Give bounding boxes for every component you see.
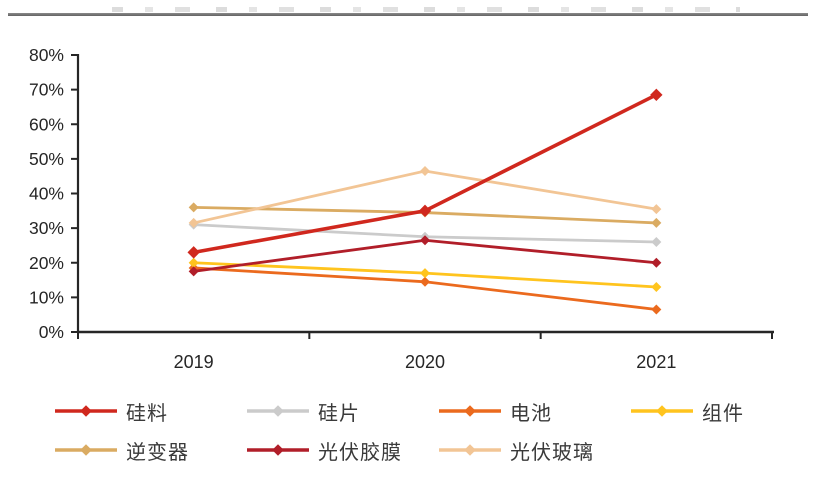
legend-line-diamond-icon (439, 405, 501, 417)
data-point-diamond-icon (651, 257, 662, 268)
legend-line-diamond-icon (439, 444, 501, 456)
y-tick-label: 60% (29, 114, 64, 134)
data-point-diamond-icon (651, 204, 662, 215)
legend-label-module: 组件 (702, 402, 744, 425)
legend-line-diamond-icon (55, 405, 117, 417)
series-pv-glass (188, 165, 662, 228)
legend-item-wafer: 硅片 (247, 397, 439, 426)
legend-row: 逆变器 光伏胶膜 光伏玻璃 (55, 435, 815, 465)
legend-label-eva-film: 光伏胶膜 (318, 441, 402, 464)
data-point-diamond-icon (651, 304, 662, 315)
legend-label-polysilicon: 硅料 (126, 402, 168, 425)
data-point-diamond-icon (650, 88, 663, 102)
y-tick-label: 70% (29, 80, 64, 100)
legend-line-diamond-icon (247, 405, 309, 417)
data-point-diamond-icon (420, 235, 430, 246)
x-tick-label: 2019 (174, 352, 214, 372)
legend-label-pv-glass: 光伏玻璃 (510, 441, 594, 464)
legend-line-diamond-icon (631, 405, 693, 417)
data-point-diamond-icon (651, 236, 662, 247)
data-point-diamond-icon (188, 257, 199, 268)
legend-item-inverter: 逆变器 (55, 436, 247, 465)
legend-label-wafer: 硅片 (318, 402, 360, 425)
series-polysilicon (187, 88, 663, 259)
data-point-diamond-icon (651, 217, 662, 228)
data-point-diamond-icon (188, 217, 199, 228)
y-tick-label: 80% (29, 45, 64, 65)
y-tick-label: 0% (39, 322, 64, 342)
gross-margin-line-chart: 0% 10% 20% 30% 40% 50% 60% 70% 80% 2019 2020 2021 (29, 45, 774, 372)
legend-item-pv-glass: 光伏玻璃 (439, 436, 631, 465)
legend-line-diamond-icon (247, 444, 309, 456)
data-point-diamond-icon (651, 281, 662, 292)
legend-item-eva-film: 光伏胶膜 (247, 436, 439, 465)
x-tick-label: 2021 (636, 352, 676, 372)
data-point-diamond-icon (188, 266, 199, 277)
series-eva-film (188, 235, 662, 277)
series-module (188, 257, 662, 292)
cropped-title-fragments (112, 7, 740, 12)
legend-item-module: 组件 (631, 397, 816, 426)
title-divider-rule (8, 13, 808, 16)
data-point-diamond-icon (418, 204, 432, 218)
legend-label-cell: 电池 (510, 402, 552, 425)
chart-legend: 硅料 硅片 电池 组件逆变器 光伏胶膜 光伏玻璃 (55, 396, 815, 474)
data-point-diamond-icon (420, 276, 430, 287)
y-tick-label: 30% (29, 218, 64, 238)
legend-line-diamond-icon (55, 444, 117, 456)
data-point-diamond-icon (187, 246, 200, 259)
y-tick-label: 10% (29, 287, 64, 307)
y-tick-label: 50% (29, 149, 64, 169)
legend-label-inverter: 逆变器 (126, 441, 189, 464)
data-point-diamond-icon (420, 165, 430, 176)
y-tick-label: 20% (29, 253, 64, 273)
y-tick-label: 40% (29, 184, 64, 204)
legend-item-polysilicon: 硅料 (55, 397, 247, 426)
data-point-diamond-icon (188, 202, 199, 213)
data-point-diamond-icon (420, 268, 430, 279)
legend-item-cell: 电池 (439, 397, 631, 426)
legend-row: 硅料 硅片 电池 组件 (55, 396, 815, 426)
x-tick-label: 2020 (405, 352, 445, 372)
